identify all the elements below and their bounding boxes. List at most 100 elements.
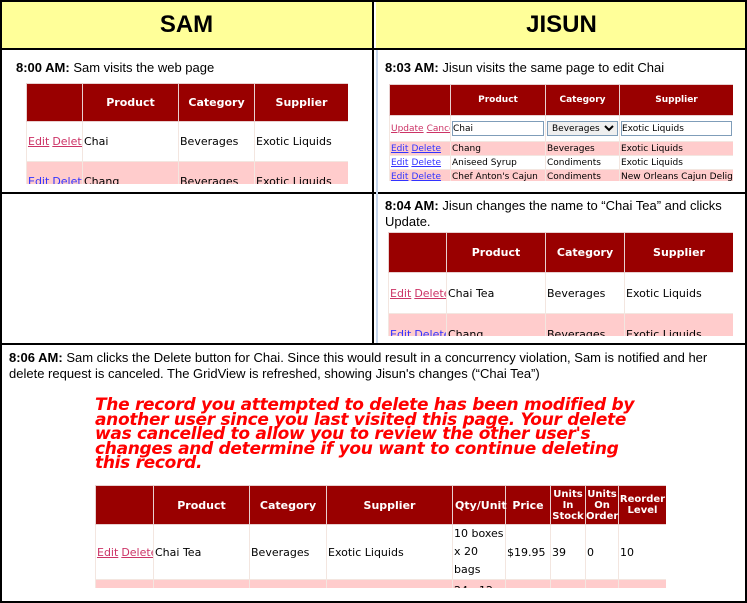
- caption-sam-visit: 8:00 AM: Sam visits the web page: [16, 60, 215, 75]
- edit-link[interactable]: Edit: [390, 327, 412, 337]
- column-header[interactable]: Units On Order: [585, 485, 619, 525]
- category-select[interactable]: Beverages: [547, 121, 618, 136]
- header-jisun: JISUN: [376, 0, 747, 49]
- category-cell: Beverages: [545, 115, 620, 142]
- table-cell: Chang: [446, 313, 546, 336]
- column-header[interactable]: [388, 232, 447, 273]
- header-sam: SAM: [0, 0, 373, 49]
- edit-link[interactable]: Edit: [28, 135, 50, 148]
- table-cell: Chai: [82, 121, 179, 162]
- gridview-sam: ProductCategorySupplierEditDeleteChaiBev…: [26, 83, 348, 184]
- table-cell: Exotic Liquids: [624, 272, 733, 314]
- caption-jisun-visit: 8:03 AM: Jisun visits the same page to e…: [385, 60, 665, 75]
- column-header[interactable]: Units In Stock: [550, 485, 586, 525]
- column-header[interactable]: Reorder Level: [618, 485, 666, 525]
- table-cell: Beverages: [545, 272, 625, 314]
- table-row: Edit Delete Aniseed Syrup Condiments Exotic …: [389, 155, 733, 170]
- column-header[interactable]: [389, 84, 451, 116]
- cancel-link[interactable]: Cancel: [426, 123, 450, 134]
- delete-link[interactable]: Delete: [414, 327, 445, 337]
- table-cell: Beverages: [178, 121, 255, 162]
- caption-jisun-update: 8:04 AM: Jisun changes the name to “Chai…: [385, 198, 722, 229]
- table-cell: 0: [585, 524, 619, 580]
- edit-link[interactable]: Edit: [391, 157, 409, 168]
- supplier-input[interactable]: [621, 121, 732, 136]
- column-header[interactable]: Supplier: [254, 83, 348, 122]
- edit-link[interactable]: Edit: [28, 175, 50, 184]
- table-cell: 25: [618, 579, 666, 588]
- column-header[interactable]: Category: [249, 485, 327, 525]
- gridview-sam-refreshed: Product Category Supplier Qty/Unit Price Unit…: [95, 485, 666, 588]
- delete-link[interactable]: Delete: [411, 157, 442, 168]
- table-cell: 10: [618, 524, 666, 580]
- column-header[interactable]: [95, 485, 154, 525]
- table-cell: Chai Tea: [446, 272, 546, 314]
- column-header[interactable]: Category: [178, 83, 255, 122]
- divider: [376, 50, 378, 343]
- delete-link[interactable]: Delete: [121, 545, 152, 559]
- column-header[interactable]: Product: [82, 83, 179, 122]
- table-cell: Exotic Liquids: [619, 155, 733, 170]
- delete-link[interactable]: Delete: [411, 143, 442, 154]
- update-link[interactable]: Update: [391, 123, 424, 134]
- edit-link[interactable]: Edit: [391, 171, 409, 182]
- table-cell: New Orleans Cajun Delights: [619, 169, 733, 181]
- table-cell: Exotic Liquids: [254, 121, 348, 162]
- column-header[interactable]: Price: [505, 485, 551, 525]
- table-cell: 39: [550, 524, 586, 580]
- delete-link[interactable]: Delete: [414, 286, 445, 300]
- column-header[interactable]: Supplier: [624, 232, 733, 273]
- column-header[interactable]: Category: [545, 84, 620, 116]
- delete-link[interactable]: Delete: [411, 171, 442, 182]
- divider: [745, 0, 747, 603]
- table-row: Edit Delete Chef Anton's Cajun Condiments Ne…: [389, 169, 733, 182]
- edit-link[interactable]: Edit: [391, 143, 409, 154]
- table-row: EditDeleteChaiBeveragesExotic Liquids: [26, 121, 348, 162]
- column-header[interactable]: Qty/Unit: [452, 485, 507, 525]
- table-cell: Chang: [450, 141, 546, 156]
- table-cell: $19.95: [505, 524, 551, 580]
- table-cell: Chef Anton's Cajun: [450, 169, 546, 181]
- concurrency-error-message: The record you attempted to delete has b…: [95, 395, 635, 473]
- table-cell: Exotic Liquids: [326, 579, 453, 588]
- table-cell: Exotic Liquids: [619, 141, 733, 156]
- table-cell: Condiments: [545, 169, 620, 181]
- column-header[interactable]: Supplier: [326, 485, 453, 525]
- column-header[interactable]: Product: [446, 232, 546, 273]
- delete-link[interactable]: Delete: [52, 135, 82, 148]
- table-cell: Beverages: [545, 141, 620, 156]
- gridview-jisun-updated: ProductCategorySupplierEditDeleteChai Te…: [388, 232, 733, 336]
- product-input[interactable]: [452, 121, 544, 136]
- table-cell: Condiments: [545, 155, 620, 170]
- column-header[interactable]: Supplier: [619, 84, 733, 116]
- divider: [0, 0, 2, 603]
- column-header[interactable]: [26, 83, 83, 122]
- column-header[interactable]: Product: [153, 485, 250, 525]
- edit-link[interactable]: Edit: [97, 545, 119, 559]
- edit-link[interactable]: Edit: [390, 286, 412, 300]
- delete-link[interactable]: Delete: [52, 175, 82, 184]
- table-cell: Beverages: [249, 524, 327, 580]
- column-header[interactable]: Category: [545, 232, 625, 273]
- actions-cell: UpdateCancel: [389, 115, 451, 142]
- caption-sam-delete: 8:06 AM: Sam clicks the Delete button fo…: [9, 350, 708, 381]
- edit-row: UpdateCancel Beverages: [389, 115, 733, 142]
- column-header[interactable]: Product: [450, 84, 546, 116]
- table-cell: Chang: [153, 579, 250, 588]
- table-cell: 24 - 12 oz: [452, 579, 506, 588]
- table-cell: 10 boxes x 20 bags: [452, 524, 506, 580]
- grid-header-row: Product Category Supplier: [26, 83, 348, 122]
